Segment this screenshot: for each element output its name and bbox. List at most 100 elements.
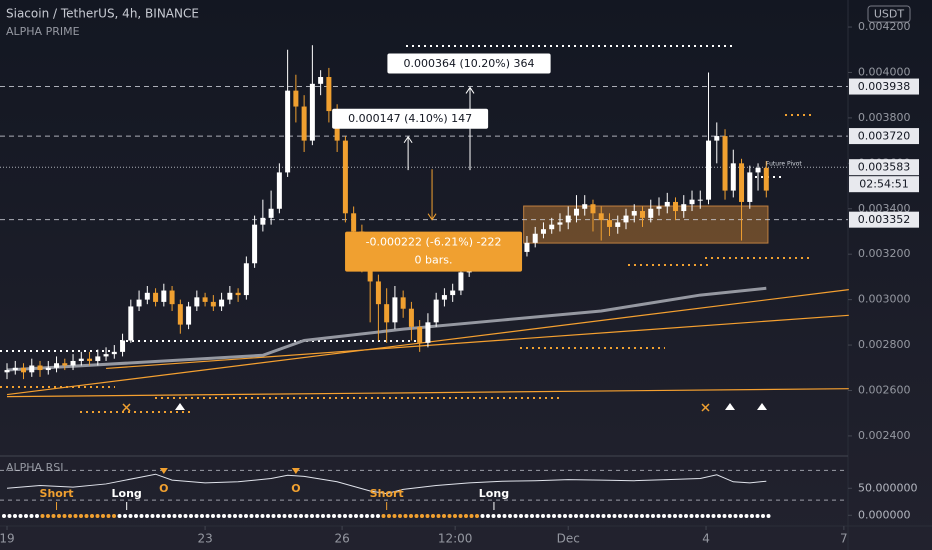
signal-dot (354, 514, 358, 518)
candle-body (136, 299, 142, 307)
candle-body (318, 77, 324, 84)
signal-dot (436, 514, 441, 518)
signal-triangle (291, 468, 300, 474)
candle-body (681, 204, 687, 212)
signal-dot (541, 514, 545, 518)
signal-dot (546, 514, 551, 518)
signal-label: Long (479, 487, 509, 500)
candle-body (747, 172, 753, 202)
signal-dot (370, 514, 375, 518)
candle-body (450, 290, 456, 296)
currency-box[interactable] (867, 5, 911, 23)
price-label-box (849, 159, 919, 176)
candle-body (128, 306, 134, 341)
signal-dot (607, 514, 611, 518)
signal-dot (293, 514, 298, 518)
candle-body (219, 299, 225, 307)
signal-dot (453, 514, 457, 518)
measure-arrow (465, 86, 475, 171)
signal-dot (414, 514, 419, 518)
rsi-tick-label: 50.000000 (858, 481, 918, 494)
candle-body (293, 90, 299, 107)
signal-dot (29, 514, 34, 518)
signal-dot (552, 514, 556, 518)
signal-dot (623, 514, 628, 518)
signal-dot (640, 514, 644, 518)
signal-dot (128, 514, 133, 518)
candle-body (408, 308, 414, 327)
signal-dot (139, 514, 144, 518)
signal-dot (535, 514, 540, 518)
candle-body (623, 215, 629, 223)
trendline (106, 314, 849, 370)
signal-dot (728, 514, 732, 518)
candle-body (252, 224, 258, 264)
y-tick-label: 0.003800 (858, 111, 911, 124)
measure-label: 0 bars. (415, 254, 453, 267)
candle-body (144, 292, 150, 300)
candle-body (375, 281, 381, 305)
signal-dot (145, 514, 149, 518)
signal-dot (684, 514, 688, 518)
signal-dot (585, 514, 589, 518)
candle-body (309, 83, 315, 141)
signal-dot (326, 514, 331, 518)
rsi-title: ALPHA RSI (6, 461, 63, 474)
signal-dot (46, 514, 50, 518)
signal-dot (464, 514, 468, 518)
signal-dot (502, 514, 507, 518)
signal-label: O (291, 482, 300, 495)
chart-title: Siacoin / TetherUS, 4h, BINANCE (6, 7, 199, 21)
signal-dot (282, 514, 287, 518)
signal-dot (420, 514, 424, 518)
signal-dot (634, 514, 639, 518)
candle-body (664, 201, 670, 207)
signal-dot (563, 514, 567, 518)
signal-dot (277, 514, 281, 518)
candle-body (210, 301, 216, 307)
candle-body (441, 295, 447, 300)
signal-dot (227, 514, 232, 518)
signal-dot (491, 514, 496, 518)
y-tick-label: 0.002400 (858, 429, 911, 442)
signal-dot (706, 514, 710, 518)
x-tick-label: 19 (0, 532, 15, 546)
candle-body (648, 208, 654, 218)
countdown: 02:54:51 (859, 178, 908, 191)
candle-body (706, 140, 712, 200)
price-label: 0.003938 (858, 80, 911, 93)
candle-body (169, 290, 175, 305)
signal-dot (35, 514, 39, 518)
signal-dot (568, 514, 573, 518)
signal-dot (376, 514, 380, 518)
signal-dot (172, 514, 177, 518)
signal-triangle (159, 468, 168, 474)
candle-body (673, 201, 679, 212)
candle-body (194, 297, 200, 307)
signal-dot (332, 514, 336, 518)
signal-dot (315, 514, 320, 518)
y-tick-label: 0.004000 (858, 65, 911, 78)
y-tick-label: 0.003200 (858, 247, 911, 260)
candle-body (161, 290, 167, 302)
x-tick-label: 12:00 (438, 532, 473, 546)
candle-body (351, 213, 357, 232)
candle-body (400, 297, 406, 309)
signal-dot (255, 514, 259, 518)
price-label: 0.003720 (858, 130, 911, 143)
candle-body (714, 136, 720, 141)
signal-dot (398, 514, 402, 518)
signal-dot (249, 514, 254, 518)
pivot-label: Future Pivot (766, 161, 802, 168)
signal-dot (497, 514, 501, 518)
signal-dot (425, 514, 430, 518)
signal-dot (18, 514, 23, 518)
signal-dot (189, 514, 193, 518)
signal-dot (337, 514, 342, 518)
signal-dot (57, 514, 61, 518)
measure-arrow (403, 135, 413, 171)
signal-dot (739, 514, 743, 518)
y-tick-label: 0.002800 (858, 338, 911, 351)
